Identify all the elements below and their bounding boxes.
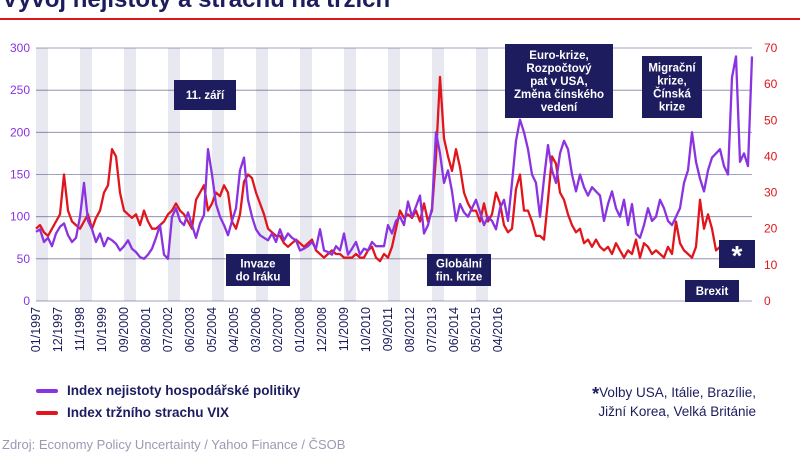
left-tick-label: 150 bbox=[10, 168, 30, 182]
x-tick-label: 06/2003 bbox=[183, 307, 197, 352]
x-tick-label: 09/2000 bbox=[117, 307, 131, 352]
legend-swatch-vix bbox=[36, 410, 58, 415]
annotation-background bbox=[427, 254, 491, 286]
x-tick-label: 02/2007 bbox=[271, 307, 285, 352]
annotation-background bbox=[174, 80, 236, 110]
annotation-text: krize bbox=[659, 102, 685, 114]
legend-item-epu: Index nejistoty hospodářské politiky bbox=[36, 383, 300, 398]
annotation-text: * bbox=[732, 240, 743, 271]
annotation-box: 11. září bbox=[174, 80, 236, 110]
x-tick-label: 08/2001 bbox=[139, 307, 153, 352]
x-tick-label: 09/2011 bbox=[381, 307, 395, 351]
left-tick-label: 50 bbox=[17, 252, 31, 266]
legend-label-vix: Index tržního strachu VIX bbox=[67, 405, 230, 420]
x-tick-label: 03/2006 bbox=[249, 307, 263, 352]
footnote-line-2: Jižní Korea, Velká Británie bbox=[598, 404, 756, 419]
x-tick-label: 07/2002 bbox=[161, 307, 175, 352]
series-line-epu bbox=[35, 55, 754, 260]
annotation-text: krize, bbox=[657, 76, 686, 88]
x-tick-label: 01/1997 bbox=[29, 307, 43, 352]
footnote-line-1: Volby USA, Itálie, Brazílie, bbox=[599, 385, 756, 400]
right-tick-label: 30 bbox=[764, 186, 778, 200]
footnote: *Volby USA, Itálie, Brazílie, Jižní Kore… bbox=[592, 384, 756, 420]
x-tick-label: 05/2015 bbox=[469, 307, 483, 352]
right-tick-label: 60 bbox=[764, 77, 778, 91]
left-axis: 0 50 100 150 200 250 300 bbox=[10, 41, 30, 308]
annotation-text: Čínská bbox=[653, 88, 691, 101]
left-tick-label: 300 bbox=[10, 41, 30, 55]
x-tick-label: 07/2013 bbox=[425, 307, 439, 352]
header-divider bbox=[0, 18, 800, 20]
x-tick-label: 04/2016 bbox=[491, 307, 505, 352]
annotation-text: Migrační bbox=[648, 63, 696, 75]
x-tick-label: 10/2010 bbox=[359, 307, 373, 352]
annotation-box: * bbox=[719, 240, 755, 271]
annotation-background bbox=[226, 254, 290, 286]
right-tick-label: 10 bbox=[764, 258, 778, 272]
right-tick-label: 40 bbox=[764, 149, 778, 163]
x-tick-label: 12/2008 bbox=[315, 307, 329, 352]
annotation-text: Brexit bbox=[696, 286, 729, 298]
annotation-background bbox=[719, 240, 755, 268]
annotation-text: Euro-krize, bbox=[529, 50, 588, 62]
annotation-text: 11. září bbox=[186, 90, 225, 102]
right-tick-label: 70 bbox=[764, 41, 778, 55]
left-tick-label: 250 bbox=[10, 83, 30, 97]
right-axis: 0 10 20 30 40 50 60 70 bbox=[764, 41, 778, 308]
annotation-text: do Iráku bbox=[236, 272, 281, 284]
left-tick-label: 0 bbox=[23, 294, 30, 308]
x-tick-label: 11/2009 bbox=[337, 307, 351, 351]
chart-series bbox=[35, 55, 754, 263]
right-tick-label: 50 bbox=[764, 113, 778, 127]
legend-label-epu: Index nejistoty hospodářské politiky bbox=[67, 383, 301, 398]
x-tick-label: 10/1999 bbox=[95, 307, 109, 352]
annotation-background bbox=[642, 56, 702, 118]
right-tick-label: 20 bbox=[764, 222, 778, 236]
legend-swatch-epu bbox=[36, 388, 58, 393]
x-tick-label: 04/2005 bbox=[227, 307, 241, 352]
annotation-text: vedení bbox=[541, 102, 578, 114]
annotation-text: pat v USA, bbox=[530, 76, 588, 88]
annotation-background bbox=[505, 44, 613, 118]
x-tick-label: 06/2014 bbox=[447, 307, 461, 352]
left-tick-label: 200 bbox=[10, 125, 30, 139]
page-title: Vývoj nejistoty a strachu na trzích bbox=[2, 0, 390, 14]
source-note: Zdroj: Economy Policy Uncertainty / Yaho… bbox=[2, 437, 346, 452]
legend-item-vix: Index tržního strachu VIX bbox=[36, 405, 229, 420]
annotation-text: Invaze bbox=[240, 259, 275, 271]
x-tick-label: 05/2004 bbox=[205, 307, 219, 352]
annotation-text: Globální bbox=[436, 259, 483, 271]
chart: 0 50 100 150 200 250 300 0 10 20 30 40 50 60 70 01/19… bbox=[10, 41, 778, 352]
x-tick-label: 12/1997 bbox=[51, 307, 65, 352]
annotation-text: fin. krize bbox=[436, 272, 483, 284]
x-tick-label: 01/2008 bbox=[293, 307, 307, 352]
right-tick-label: 0 bbox=[764, 294, 771, 308]
annotation-text: Změna čínského bbox=[514, 89, 604, 101]
series-line-vix bbox=[35, 75, 721, 263]
annotation-text: Rozpočtový bbox=[526, 63, 592, 75]
annotation-box: Brexit bbox=[685, 280, 739, 302]
header: Vývoj nejistoty a strachu na trzích bbox=[0, 0, 800, 22]
x-tick-label: 08/2012 bbox=[403, 307, 417, 352]
annotation-background bbox=[685, 280, 739, 302]
x-axis: 01/1997 12/1997 11/1998 10/1999 09/2000 08/20… bbox=[29, 307, 505, 352]
x-tick-label: 11/1998 bbox=[73, 307, 87, 351]
left-tick-label: 100 bbox=[10, 210, 30, 224]
footnote-star: * bbox=[592, 384, 600, 404]
